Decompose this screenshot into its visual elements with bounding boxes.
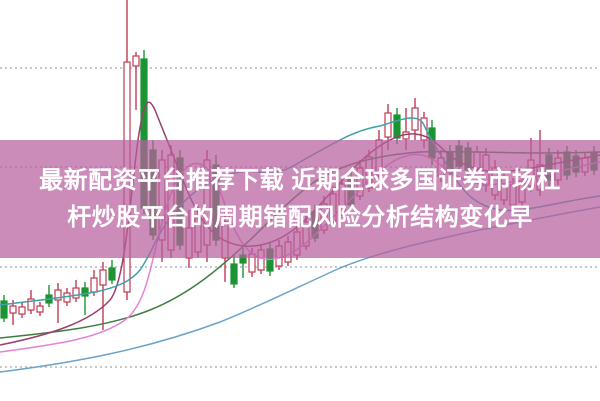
candle-up xyxy=(27,298,35,311)
candle-up xyxy=(90,277,98,293)
candle-up xyxy=(99,269,107,286)
candle-down xyxy=(81,287,89,297)
title-overlay-band: 最新配资平台推荐下载 近期全球多国证券市场杠 杆炒股平台的周期错配风险分析结构变… xyxy=(0,140,600,258)
candle-down xyxy=(230,263,238,285)
overlay-title-line1: 最新配资平台推荐下载 近期全球多国证券市场杠 xyxy=(39,166,561,194)
candle-up xyxy=(9,305,17,314)
candle-up xyxy=(36,305,44,313)
candle-down xyxy=(0,300,8,319)
candle-up xyxy=(18,306,26,315)
title-overlay-text: 最新配资平台推荐下载 近期全球多国证券市场杠 杆炒股平台的周期错配风险分析结构变… xyxy=(38,166,562,231)
candle-up xyxy=(72,287,80,299)
candle-up xyxy=(384,112,392,138)
candle-down xyxy=(108,267,116,281)
candle-up xyxy=(132,55,140,67)
overlay-title-line2: 杆炒股平台的周期错配风险分析结构变化早 xyxy=(67,203,533,231)
candle-up xyxy=(54,289,62,301)
candle-down xyxy=(393,114,401,139)
